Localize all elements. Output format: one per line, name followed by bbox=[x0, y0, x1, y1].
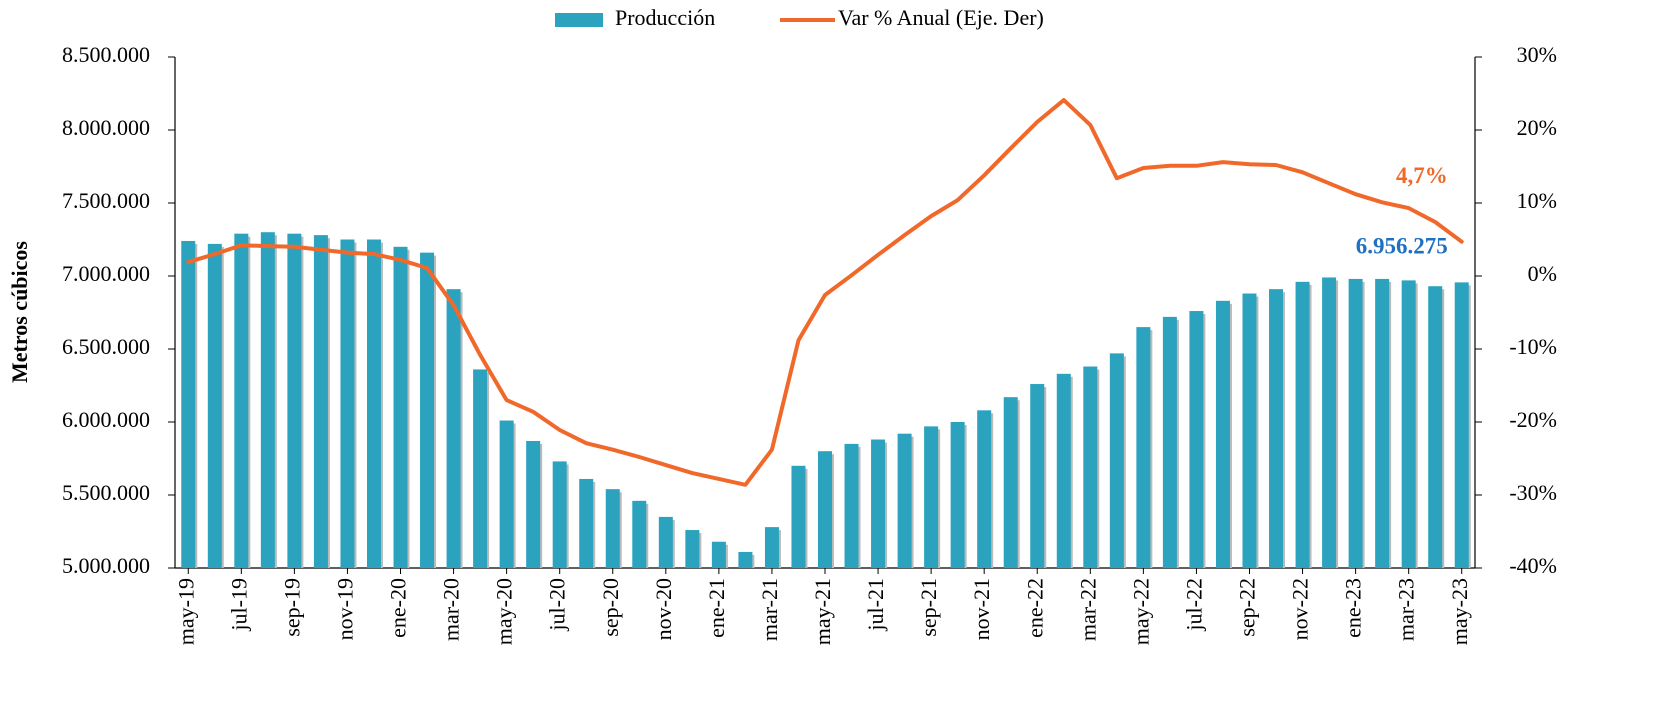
x-tick-label: mar-20 bbox=[439, 578, 464, 641]
x-tick-label: ene-22 bbox=[1022, 578, 1047, 638]
y-tick-label: 5.000.000 bbox=[62, 553, 150, 578]
bar bbox=[1295, 281, 1310, 568]
bar bbox=[446, 289, 461, 568]
bar bbox=[1030, 384, 1045, 568]
y2-tick-label: -10% bbox=[1509, 334, 1557, 359]
x-tick-label: ene-23 bbox=[1341, 578, 1366, 638]
bar bbox=[473, 369, 488, 568]
bar bbox=[1003, 397, 1018, 568]
bar bbox=[1428, 286, 1443, 568]
data-label: 4,7% bbox=[1396, 163, 1448, 188]
x-tick-label: jul-19 bbox=[226, 578, 251, 632]
y-tick-label: 8.000.000 bbox=[62, 115, 150, 140]
bar bbox=[844, 443, 859, 568]
y-tick-label: 6.000.000 bbox=[62, 407, 150, 432]
x-tick-label: nov-22 bbox=[1288, 578, 1313, 640]
x-tick-label: sep-20 bbox=[598, 578, 623, 637]
data-label: 6.956.275 bbox=[1356, 234, 1448, 259]
x-tick-label: mar-21 bbox=[757, 578, 782, 641]
y2-tick-label: -40% bbox=[1509, 553, 1557, 578]
bar bbox=[685, 530, 700, 568]
x-tick-label: nov-21 bbox=[969, 578, 994, 640]
bar bbox=[499, 420, 514, 568]
y-axis-title: Metros cúbicos bbox=[7, 241, 32, 383]
bar bbox=[287, 233, 302, 568]
y-tick-label: 7.500.000 bbox=[62, 188, 150, 213]
bar bbox=[1215, 300, 1230, 568]
bar bbox=[764, 527, 779, 568]
legend-label: Var % Anual (Eje. Der) bbox=[838, 5, 1044, 30]
x-tick-label: mar-22 bbox=[1075, 578, 1100, 641]
y2-tick-label: -30% bbox=[1509, 480, 1557, 505]
bar bbox=[605, 489, 620, 568]
bar bbox=[658, 516, 673, 568]
legend-label: Producción bbox=[615, 5, 715, 30]
bar bbox=[1083, 366, 1098, 568]
bar bbox=[1162, 316, 1177, 568]
x-tick-label: nov-19 bbox=[332, 578, 357, 640]
x-tick-label: nov-20 bbox=[651, 578, 676, 640]
bar bbox=[950, 422, 965, 568]
bar bbox=[420, 252, 435, 568]
bar bbox=[977, 410, 992, 568]
bar bbox=[871, 439, 886, 568]
bar bbox=[552, 461, 567, 568]
legend-swatch bbox=[555, 13, 603, 27]
bar bbox=[1109, 353, 1124, 568]
x-tick-label: ene-20 bbox=[386, 578, 411, 638]
x-tick-label: jul-22 bbox=[1181, 578, 1206, 632]
x-tick-label: mar-23 bbox=[1394, 578, 1419, 641]
bar bbox=[897, 433, 912, 568]
bar bbox=[711, 541, 726, 568]
bar bbox=[1348, 278, 1363, 568]
x-tick-label: may-20 bbox=[492, 578, 517, 645]
bar bbox=[1375, 278, 1390, 568]
y-tick-label: 8.500.000 bbox=[62, 42, 150, 67]
y2-tick-label: 0% bbox=[1528, 261, 1557, 286]
bar bbox=[313, 235, 328, 568]
bar bbox=[579, 478, 594, 568]
bar bbox=[207, 243, 222, 568]
x-tick-label: sep-21 bbox=[916, 578, 941, 637]
bar bbox=[526, 440, 541, 568]
bar bbox=[366, 239, 381, 568]
bar bbox=[340, 239, 355, 568]
y-tick-label: 6.500.000 bbox=[62, 334, 150, 359]
x-tick-label: may-23 bbox=[1447, 578, 1472, 645]
bar bbox=[1189, 311, 1204, 568]
bar bbox=[181, 240, 196, 568]
bar bbox=[924, 426, 939, 568]
bar bbox=[738, 551, 753, 568]
bar bbox=[234, 233, 249, 568]
bar bbox=[1401, 280, 1416, 568]
x-tick-label: jul-21 bbox=[863, 578, 888, 632]
x-tick-label: sep-22 bbox=[1235, 578, 1260, 637]
bar bbox=[1322, 277, 1337, 568]
y2-tick-label: 30% bbox=[1517, 42, 1557, 67]
x-tick-label: may-19 bbox=[173, 578, 198, 645]
x-tick-label: jul-20 bbox=[545, 578, 570, 632]
x-tick-label: sep-19 bbox=[279, 578, 304, 637]
bar bbox=[1242, 293, 1257, 568]
y2-tick-label: 20% bbox=[1517, 115, 1557, 140]
bar bbox=[1056, 373, 1071, 568]
bar bbox=[818, 451, 832, 568]
bar bbox=[1454, 282, 1469, 568]
bar bbox=[1136, 327, 1151, 568]
y-tick-label: 7.000.000 bbox=[62, 261, 150, 286]
y2-tick-label: 10% bbox=[1517, 188, 1557, 213]
bar bbox=[393, 246, 408, 569]
bar bbox=[260, 232, 275, 568]
y-tick-label: 5.500.000 bbox=[62, 480, 150, 505]
bar bbox=[632, 500, 647, 568]
y2-tick-label: -20% bbox=[1509, 407, 1557, 432]
bar bbox=[1269, 289, 1284, 568]
bar bbox=[791, 465, 806, 568]
x-tick-label: ene-21 bbox=[704, 578, 729, 638]
x-tick-label: may-21 bbox=[810, 578, 835, 645]
line bbox=[186, 98, 1464, 487]
x-tick-label: may-22 bbox=[1128, 578, 1153, 645]
